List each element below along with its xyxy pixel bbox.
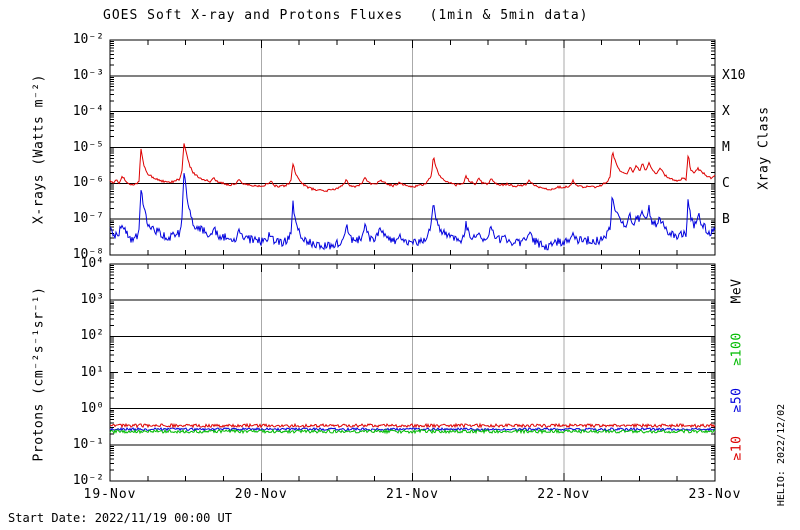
legend-ge10-label: ≥10: [729, 435, 745, 461]
xray-class-label-c: C: [722, 176, 730, 191]
xray-class-label-x10: X10: [722, 68, 746, 83]
y-tick-label: 10⁻²: [72, 473, 104, 488]
legend-ge100-label: ≥100: [729, 332, 745, 366]
y-tick-label: 10⁻³: [72, 67, 104, 83]
trace-xray-long-flux: [109, 143, 716, 193]
y-tick-label: 10⁻²: [72, 32, 104, 47]
xray-class-axis-title: Xray Class: [756, 106, 772, 190]
x-tick-label: 23-Nov: [688, 487, 742, 502]
trace-protons-ge100MeV: [109, 428, 716, 435]
y-tick-label: 10²: [80, 328, 104, 344]
xray-y-axis-title: X-rays (Watts m⁻²): [31, 74, 47, 224]
y-tick-label: 10⁻¹: [72, 436, 104, 452]
helio-credit-label: HELIO: 2022/12/02: [776, 403, 787, 507]
legend-ge50-label: ≥50: [729, 387, 745, 413]
chart-title: GOES Soft X-ray and Protons Fluxes (1min…: [103, 8, 589, 23]
trace-protons-ge10MeV: [109, 422, 716, 429]
y-tick-label: 10¹: [80, 364, 104, 380]
y-tick-label: 10⁰: [80, 400, 104, 416]
x-tick-label: 19-Nov: [83, 487, 137, 502]
protons-y-axis-title: Protons (cm⁻²s⁻¹sr⁻¹): [31, 286, 47, 462]
y-tick-label: 10³: [80, 292, 104, 308]
y-tick-label: 10⁴: [80, 256, 104, 271]
x-tick-label: 21-Nov: [386, 487, 439, 502]
y-tick-label: 10⁻⁶: [72, 175, 104, 191]
xray-class-label-m: M: [722, 140, 730, 155]
xray-class-label-x: X: [722, 104, 730, 119]
y-tick-label: 10⁻⁴: [72, 103, 104, 119]
x-tick-label: 22-Nov: [537, 487, 591, 502]
y-tick-label: 10⁻⁸: [72, 247, 104, 262]
y-tick-label: 10⁻⁷: [72, 211, 104, 227]
y-tick-label: 10⁻⁵: [72, 139, 104, 155]
xray-class-label-b: B: [722, 212, 730, 227]
trace-xray-short-flux: [109, 173, 716, 251]
start-date-label: Start Date: 2022/11/19 00:00 UT: [8, 511, 232, 525]
mev-axis-title: MeV: [729, 278, 745, 304]
x-tick-label: 20-Nov: [234, 487, 288, 502]
